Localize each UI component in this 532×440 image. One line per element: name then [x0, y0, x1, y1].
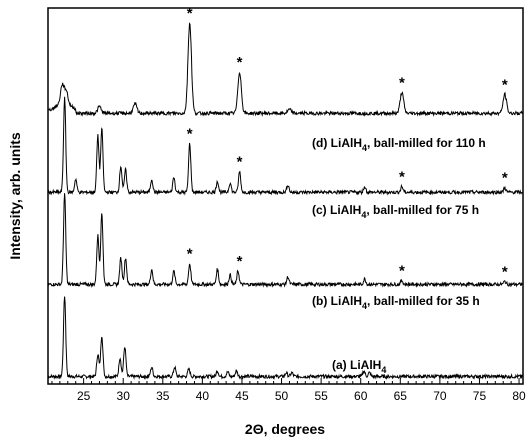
peak-star-marker: *: [187, 246, 193, 263]
peak-star-marker: *: [237, 253, 243, 270]
series-label: (b) LiAlH4, ball-milled for 35 h: [312, 294, 480, 311]
series-line: [47, 193, 523, 288]
x-tick-label: 60: [354, 389, 368, 403]
peak-star-marker: *: [187, 125, 193, 142]
x-tick-label: 45: [235, 389, 249, 403]
peak-star-marker: *: [399, 263, 405, 280]
x-tick-label: 70: [433, 389, 447, 403]
peak-star-marker: *: [502, 170, 508, 187]
peak-star-marker: *: [187, 5, 193, 22]
x-tick-label: 35: [156, 389, 170, 403]
x-tick-label: 25: [77, 389, 91, 403]
peak-star-marker: *: [237, 154, 243, 171]
traces-group: [47, 22, 523, 381]
plot-frame: [47, 7, 524, 385]
series-labels-group: (a) LiAlH4 (b) LiAlH4, ball-milled for 35…: [312, 136, 486, 375]
series-line: [47, 296, 523, 381]
series-line: [47, 96, 523, 196]
y-axis-label: Intensity, arb. units: [7, 132, 23, 260]
x-tick-label: 65: [394, 389, 408, 403]
peak-star-marker: *: [502, 76, 508, 93]
x-tick-label: 40: [196, 389, 210, 403]
peak-markers-group: * * * * * * * * * * * *: [187, 5, 508, 280]
series-label: (c) LiAlH4, ball-milled for 75 h: [312, 203, 479, 220]
x-tick-label: 55: [314, 389, 328, 403]
peak-star-marker: *: [502, 263, 508, 280]
x-tick-label: 30: [117, 389, 131, 403]
series-line: [48, 22, 523, 117]
x-tick-label: 80: [512, 389, 526, 403]
peak-star-marker: *: [399, 75, 405, 92]
x-tick-label: 50: [275, 389, 289, 403]
series-label: (d) LiAlH4, ball-milled for 110 h: [312, 136, 486, 153]
x-axis-label: 2Θ, degrees: [245, 421, 325, 437]
peak-star-marker: *: [399, 169, 405, 186]
x-tick-label: 75: [473, 389, 487, 403]
peak-star-marker: *: [237, 54, 243, 71]
series-label: (a) LiAlH4: [332, 358, 386, 375]
x-axis-ticks: 25 30 35 40 45 50 55 60 65 70 75 80: [51, 378, 526, 403]
